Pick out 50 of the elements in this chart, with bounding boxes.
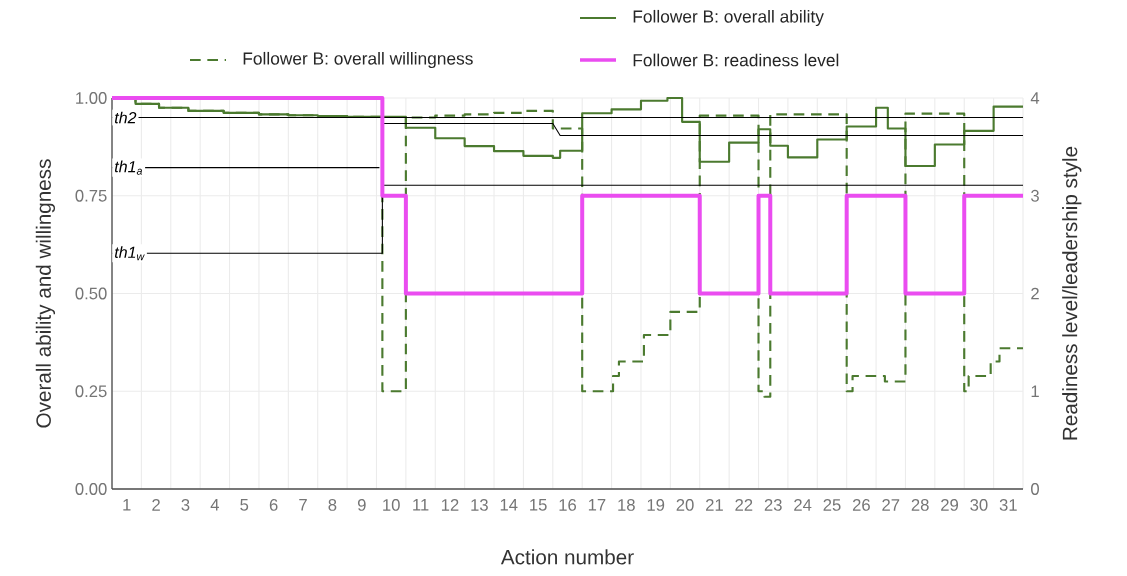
- x-tick-label: 29: [941, 499, 959, 511]
- x-tick-label: 10: [383, 499, 400, 511]
- x-tick-label: 5: [240, 499, 249, 511]
- legend-label: Follower B: overall willingness: [243, 51, 473, 69]
- y2-axis-title: Readiness level/leadership style: [1062, 146, 1082, 440]
- series-label: th2: [115, 111, 137, 124]
- series-label: th1$_{w}$: [115, 246, 145, 261]
- x-tick-label: 28: [911, 499, 929, 511]
- x-tick-label: 11: [413, 499, 429, 511]
- x-axis-title: Action number: [500, 549, 634, 565]
- x-tick-label: 1: [123, 499, 131, 511]
- x-tick-label: 8: [328, 499, 337, 511]
- x-tick-label: 30: [970, 499, 988, 511]
- x-tick-label: 14: [500, 499, 518, 511]
- y2-tick-label: 4: [1030, 92, 1040, 104]
- x-tick-label: 16: [559, 499, 577, 511]
- legend-label: Follower B: overall ability: [633, 9, 824, 27]
- x-tick-label: 25: [823, 499, 841, 511]
- y-axis-title: Overall ability and willingness: [35, 159, 56, 428]
- x-tick-label: 18: [618, 499, 635, 511]
- x-tick-label: 22: [735, 499, 753, 511]
- x-tick-label: 19: [647, 499, 665, 511]
- x-tick-label: 15: [530, 499, 547, 511]
- x-tick-label: 4: [210, 499, 220, 511]
- x-tick-label: 12: [441, 499, 459, 511]
- x-tick-label: 24: [794, 499, 812, 511]
- x-tick-label: 3: [181, 499, 190, 511]
- legend-label: Follower B: readiness level: [633, 53, 839, 67]
- x-tick-label: 27: [882, 499, 900, 511]
- series-label: th1$_{a}$: [115, 160, 143, 175]
- x-tick-label: 26: [852, 499, 870, 511]
- x-tick-label: 31: [999, 499, 1017, 511]
- y2-tick-label: 3: [1031, 189, 1039, 202]
- x-tick-label: 21: [706, 499, 723, 511]
- y-tick-label: 1.00: [76, 92, 107, 104]
- x-tick-label: 9: [357, 499, 366, 511]
- x-tick-label: 7: [299, 499, 307, 511]
- y2-tick-label: 0: [1031, 483, 1039, 495]
- y-tick-label: 0.00: [75, 483, 107, 495]
- x-tick-label: 20: [676, 499, 694, 511]
- y2-tick-label: 1: [1031, 385, 1039, 397]
- x-tick-label: 13: [471, 499, 488, 511]
- y-tick-label: 0.50: [75, 287, 107, 300]
- x-tick-label: 6: [269, 499, 278, 511]
- y-tick-label: 0.25: [75, 385, 107, 398]
- x-tick-label: 2: [152, 499, 160, 511]
- y2-tick-label: 2: [1031, 287, 1039, 300]
- x-tick-label: 23: [764, 499, 782, 511]
- x-tick-label: 17: [588, 499, 606, 511]
- y-tick-label: 0.75: [75, 189, 107, 202]
